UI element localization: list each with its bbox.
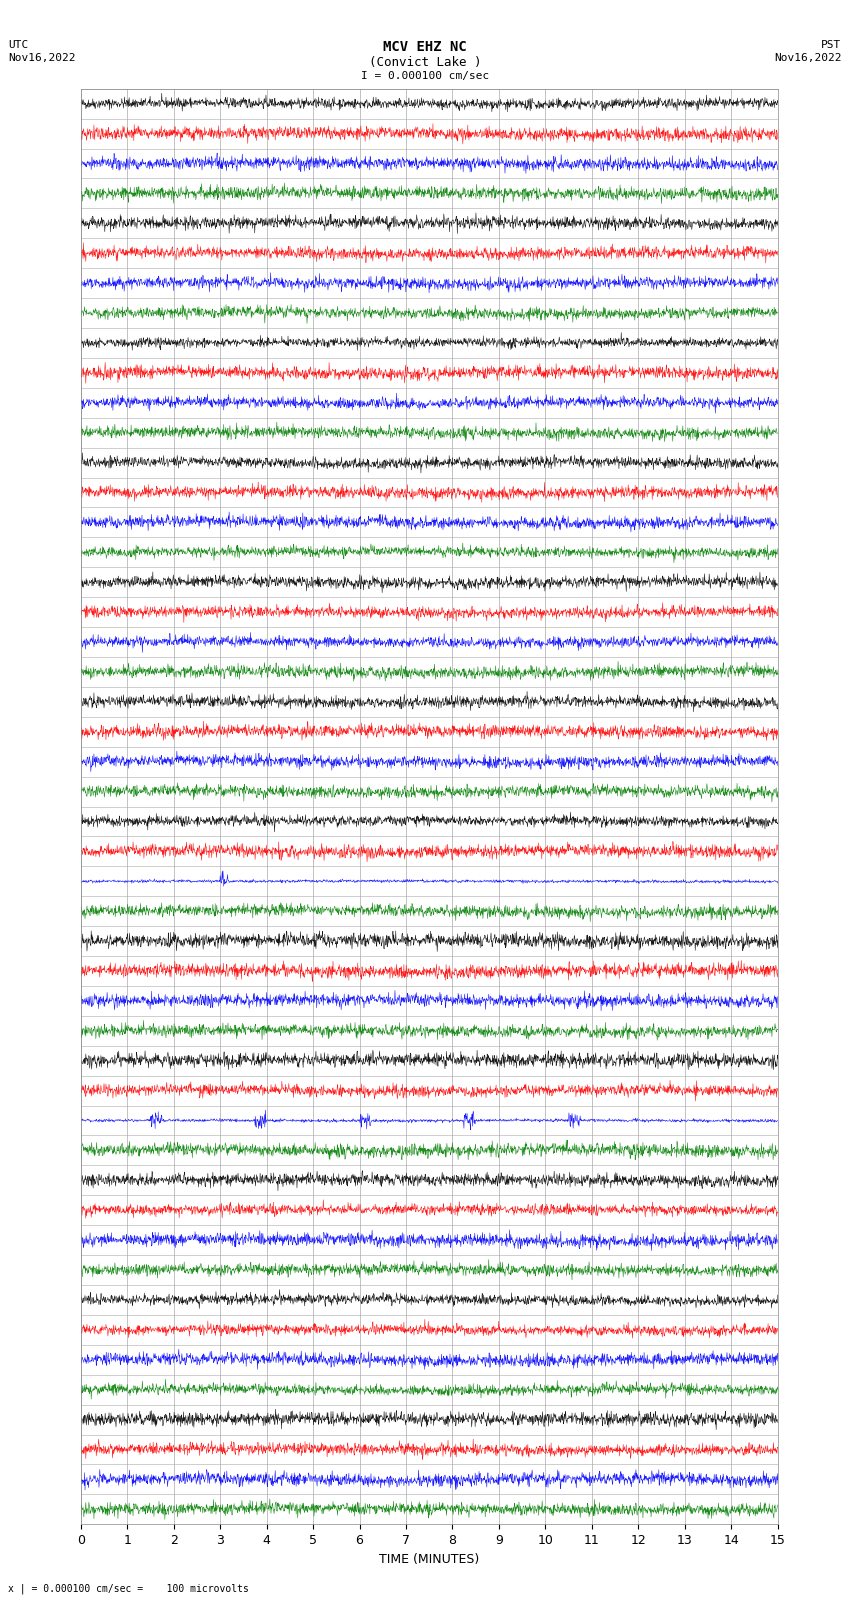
Text: PST: PST: [821, 40, 842, 50]
Text: (Convict Lake ): (Convict Lake ): [369, 56, 481, 69]
Text: x | = 0.000100 cm/sec =    100 microvolts: x | = 0.000100 cm/sec = 100 microvolts: [8, 1582, 249, 1594]
Text: Nov16,2022: Nov16,2022: [8, 53, 76, 63]
Text: Nov16,2022: Nov16,2022: [774, 53, 842, 63]
X-axis label: TIME (MINUTES): TIME (MINUTES): [379, 1553, 479, 1566]
Text: I = 0.000100 cm/sec: I = 0.000100 cm/sec: [361, 71, 489, 81]
Text: UTC: UTC: [8, 40, 29, 50]
Text: MCV EHZ NC: MCV EHZ NC: [383, 40, 467, 55]
